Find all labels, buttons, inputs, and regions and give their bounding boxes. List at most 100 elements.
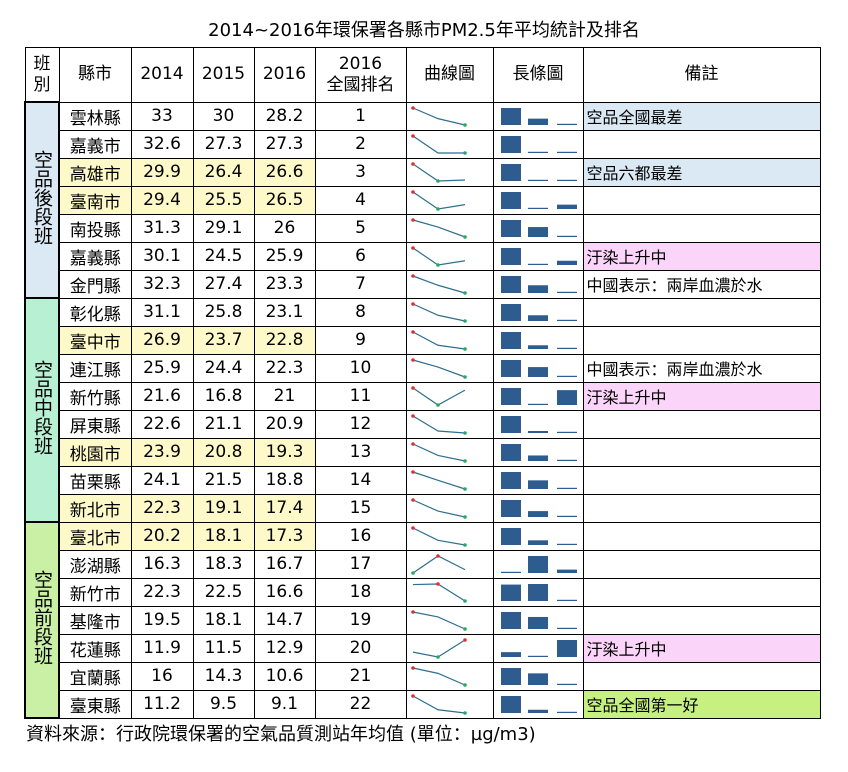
- sparkline-cell: [405, 465, 494, 495]
- rank-cell: 8: [314, 297, 407, 327]
- sparkline-low-point: [462, 346, 467, 351]
- bar-2014: [500, 443, 521, 461]
- rank-cell: 19: [314, 605, 407, 635]
- sparkline-high-point: [410, 469, 415, 474]
- county-cell: 雲林縣: [58, 101, 132, 131]
- county-cell: 臺南市: [58, 185, 132, 215]
- table-body: 空品後段班 雲林縣 33 30 28.2 1 空品全國最差 嘉義市 32.6 27.3 27.3 2 高…: [24, 101, 821, 719]
- sparkline-cell: [405, 353, 494, 383]
- rank-cell: 22: [314, 689, 407, 719]
- bar-chart: [500, 387, 577, 405]
- value-2016-cell: 26.6: [253, 157, 316, 187]
- bar-2016: [556, 151, 577, 153]
- sparkline-high-point: [410, 525, 415, 530]
- bar-2014: [500, 275, 521, 293]
- rank-cell: 4: [314, 185, 407, 215]
- remark-cell: 空品全國最差: [582, 101, 821, 131]
- sparkline: [410, 497, 467, 519]
- sparkline-low-point: [462, 542, 467, 547]
- bar-cell: [492, 381, 584, 411]
- sparkline: [410, 189, 465, 211]
- bar-2014: [500, 571, 521, 573]
- bar-chart: [500, 275, 577, 293]
- value-2015-cell: 16.8: [192, 381, 255, 411]
- county-cell: 臺中市: [58, 325, 132, 355]
- bar-2015: [527, 226, 548, 237]
- sparkline-line: [412, 694, 465, 714]
- county-cell: 臺北市: [58, 521, 132, 551]
- table-row: 屏東縣 22.6 21.1 20.9 12: [25, 409, 821, 439]
- sparkline-cell: [405, 129, 494, 159]
- sparkline-line: [412, 191, 465, 210]
- rank-cell: 2: [314, 129, 407, 159]
- bar-cell: [492, 661, 584, 691]
- bar-2014: [500, 499, 521, 517]
- bar-2016: [556, 291, 577, 293]
- value-2014-cell: 22.6: [130, 409, 194, 439]
- sparkline: [410, 693, 467, 715]
- sparkline-high-point: [410, 413, 415, 418]
- bar-cell: [492, 521, 584, 551]
- bar-chart: [500, 499, 577, 517]
- rank-cell: 6: [314, 241, 407, 271]
- rank-cell: 11: [314, 381, 407, 411]
- bar-2015: [527, 510, 548, 517]
- bar-2014: [500, 527, 521, 545]
- table-row: 新竹市 22.3 22.5 16.6 18: [25, 577, 821, 607]
- header-bar: 長條圖: [492, 47, 584, 103]
- value-2015-cell: 18.1: [192, 521, 255, 551]
- remark-cell: 汙染上升中: [582, 241, 821, 271]
- bar-2015: [527, 344, 548, 349]
- value-2015-cell: 26.4: [192, 157, 255, 187]
- value-2014-cell: 16: [130, 661, 194, 691]
- bar-2014: [500, 387, 521, 405]
- table-row: 臺中市 26.9 23.7 22.8 9: [25, 325, 821, 355]
- remark-cell: [582, 297, 821, 327]
- rank-cell: 15: [314, 493, 407, 523]
- sparkline-high-point: [410, 273, 415, 278]
- sparkline-line: [412, 218, 465, 238]
- group-label-cell: 空品前段班: [24, 521, 60, 719]
- bar-cell: [492, 493, 584, 523]
- sparkline-line: [412, 554, 465, 573]
- remark-cell: [582, 493, 821, 523]
- sparkline-line: [412, 330, 465, 350]
- value-2016-cell: 21: [253, 381, 316, 411]
- value-2014-cell: 19.5: [130, 605, 194, 635]
- county-cell: 桃園市: [58, 437, 132, 467]
- value-2016-cell: 9.1: [253, 689, 316, 719]
- sparkline-high-point: [410, 441, 415, 446]
- value-2016-cell: 28.2: [253, 101, 316, 131]
- remark-cell: [582, 325, 821, 355]
- bar-2016: [556, 123, 577, 125]
- value-2015-cell: 18.1: [192, 605, 255, 635]
- table-row: 澎湖縣 16.3 18.3 16.7 17: [25, 549, 821, 579]
- remark-cell: [582, 129, 821, 159]
- bar-2015: [527, 430, 548, 433]
- table-row: 基隆市 19.5 18.1 14.7 19: [25, 605, 821, 635]
- bar-cell: [492, 465, 584, 495]
- bar-2014: [500, 667, 521, 685]
- table-row: 嘉義縣 30.1 24.5 25.9 6 汙染上升中: [25, 241, 821, 271]
- bar-chart: [500, 107, 577, 125]
- value-2015-cell: 29.1: [192, 213, 255, 243]
- value-2016-cell: 16.6: [253, 577, 316, 607]
- sparkline: [410, 301, 467, 323]
- bar-2015: [527, 151, 548, 153]
- sparkline-cell: [405, 549, 494, 579]
- rank-cell: 10: [314, 353, 407, 383]
- sparkline-low-point: [462, 710, 467, 715]
- sparkline: [410, 553, 465, 575]
- sparkline-cell: [405, 213, 494, 243]
- value-2014-cell: 24.1: [130, 465, 194, 495]
- sparkline-line: [412, 274, 465, 294]
- bar-2015: [527, 479, 548, 489]
- sparkline-line: [412, 666, 465, 686]
- rank-cell: 18: [314, 577, 407, 607]
- rank-cell: 16: [314, 521, 407, 551]
- county-cell: 新北市: [58, 493, 132, 523]
- sparkline-low-point: [462, 514, 467, 519]
- value-2016-cell: 26.5: [253, 185, 316, 215]
- bar-2014: [500, 331, 521, 349]
- header-2016: 2016: [253, 47, 316, 103]
